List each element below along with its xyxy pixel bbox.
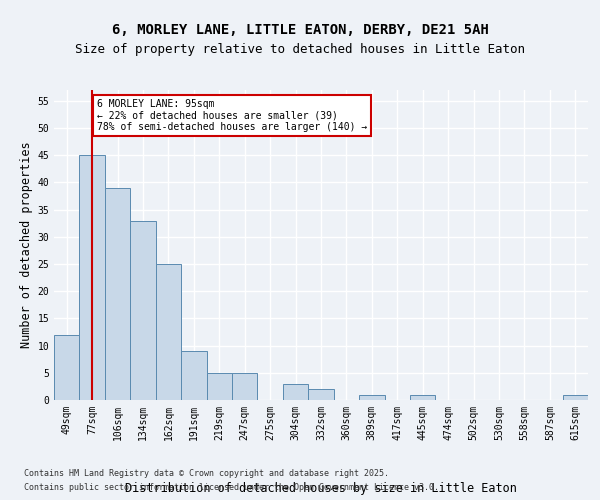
Bar xyxy=(79,156,105,400)
Bar xyxy=(181,351,206,400)
Bar xyxy=(283,384,308,400)
Bar xyxy=(563,394,588,400)
Y-axis label: Number of detached properties: Number of detached properties xyxy=(20,142,33,348)
Bar xyxy=(232,373,257,400)
Bar xyxy=(410,394,436,400)
Bar xyxy=(54,334,79,400)
Bar xyxy=(308,389,334,400)
Text: Contains HM Land Registry data © Crown copyright and database right 2025.: Contains HM Land Registry data © Crown c… xyxy=(24,468,389,477)
Text: Contains public sector information licensed under the Open Government Licence v3: Contains public sector information licen… xyxy=(24,484,439,492)
X-axis label: Distribution of detached houses by size in Little Eaton: Distribution of detached houses by size … xyxy=(125,482,517,495)
Text: 6 MORLEY LANE: 95sqm
← 22% of detached houses are smaller (39)
78% of semi-detac: 6 MORLEY LANE: 95sqm ← 22% of detached h… xyxy=(97,100,367,132)
Text: 6, MORLEY LANE, LITTLE EATON, DERBY, DE21 5AH: 6, MORLEY LANE, LITTLE EATON, DERBY, DE2… xyxy=(112,22,488,36)
Bar xyxy=(206,373,232,400)
Text: Size of property relative to detached houses in Little Eaton: Size of property relative to detached ho… xyxy=(75,42,525,56)
Bar xyxy=(105,188,130,400)
Bar xyxy=(156,264,181,400)
Bar xyxy=(359,394,385,400)
Bar xyxy=(130,220,156,400)
